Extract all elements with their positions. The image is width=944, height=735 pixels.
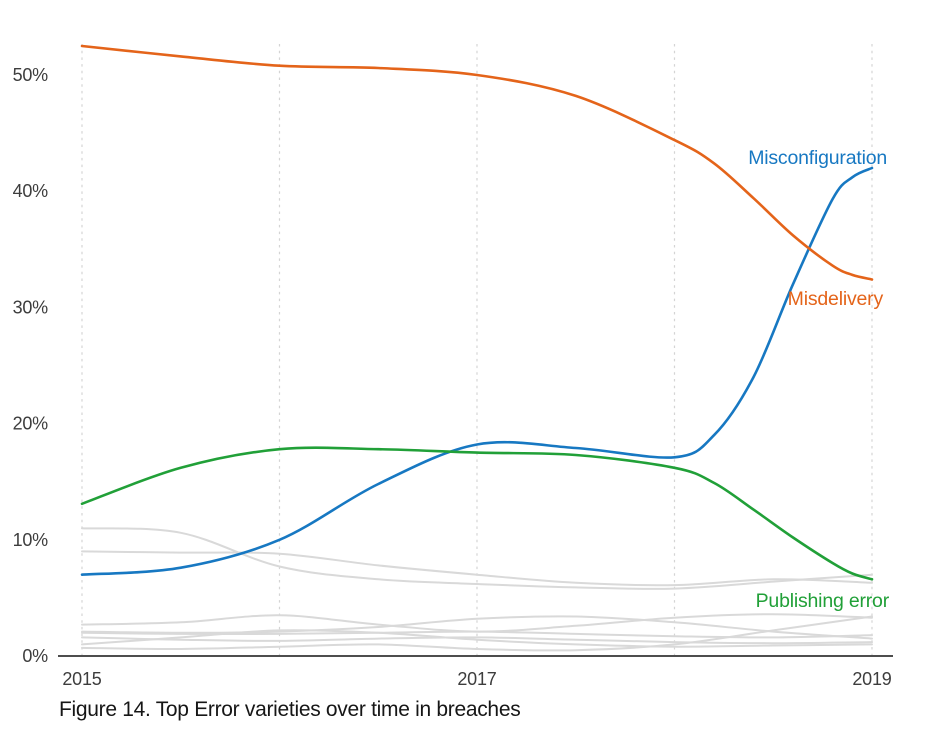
line-other-error-variety-4: [81, 615, 873, 640]
line-publishing-error: [80, 446, 874, 581]
y-tick-20pct: 20%: [13, 414, 49, 434]
y-tick-30pct: 30%: [13, 297, 49, 317]
error-varieties-line-chart: 0% 10% 20% 30% 40% 50% 2015 2017 2019 Misconfigur…: [13, 44, 893, 689]
x-tick-2017: 2017: [457, 669, 496, 689]
x-tick-2015: 2015: [62, 669, 101, 689]
line-other-error-variety-1: [81, 527, 873, 590]
y-tick-50pct: 50%: [13, 65, 49, 85]
line-other-error-variety-6: [81, 636, 873, 645]
label-misdelivery: Misdelivery: [788, 288, 884, 310]
y-tick-0pct: 0%: [22, 646, 48, 666]
line-other-error-variety-7: [81, 629, 873, 648]
figure-caption: Figure 14. Top Error varieties over time…: [59, 698, 521, 721]
label-misconfiguration: Misconfiguration: [748, 147, 887, 169]
y-tick-10pct: 10%: [13, 530, 49, 550]
label-publishing-error: Publishing error: [756, 590, 890, 612]
line-other-error-variety-8: [81, 615, 873, 652]
line-misconfiguration: [80, 166, 874, 576]
x-tick-2019: 2019: [852, 669, 891, 689]
line-misdelivery: [80, 44, 874, 281]
y-tick-40pct: 40%: [13, 181, 49, 201]
line-other-error-variety-2: [81, 550, 873, 587]
